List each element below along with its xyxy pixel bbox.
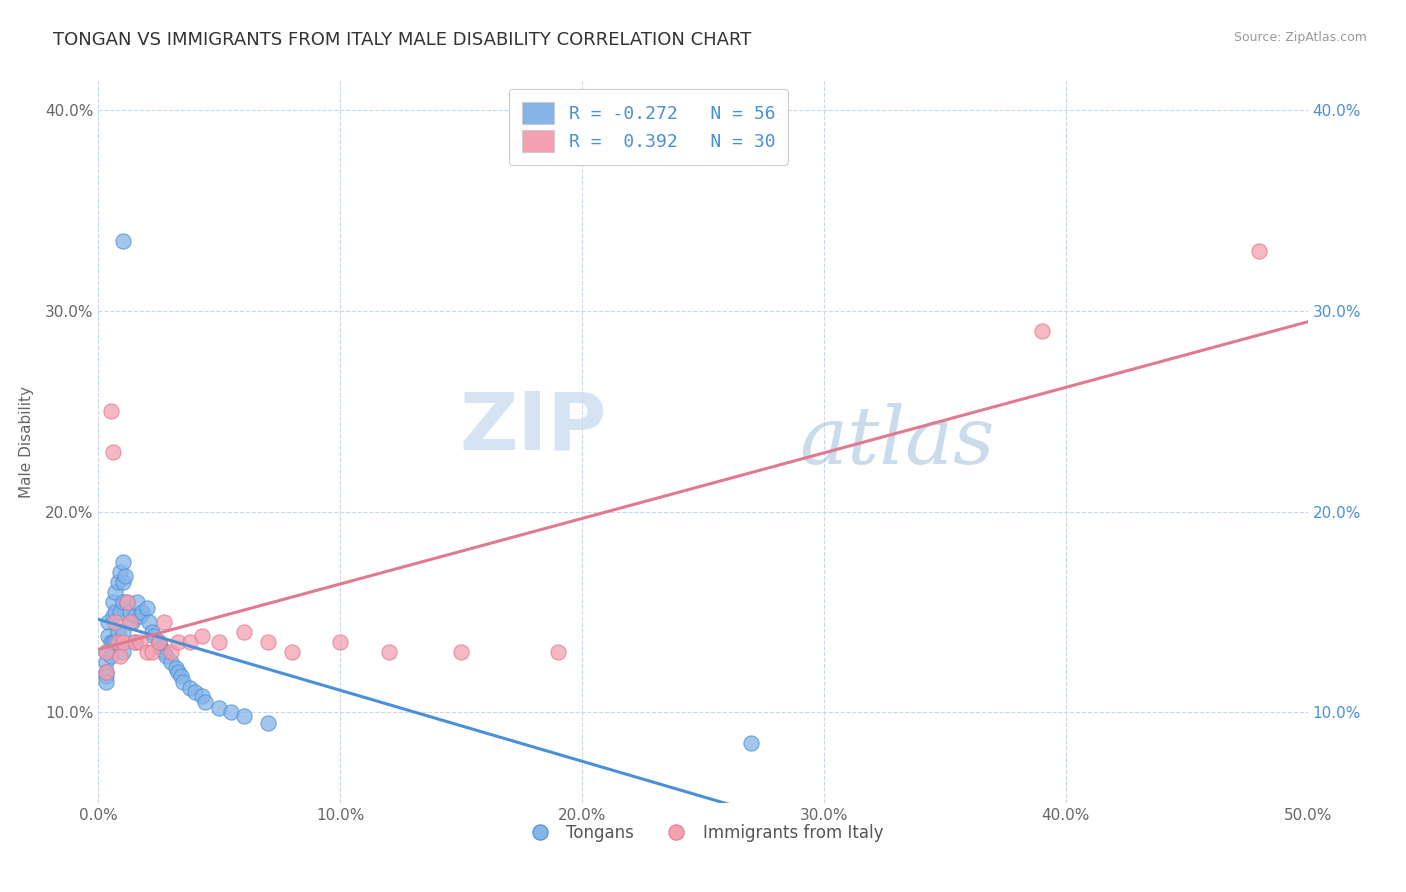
Point [179, 635, 201, 649]
Point [118, 615, 141, 630]
Point [101, 609, 124, 624]
Point [377, 645, 399, 659]
Point [100, 649, 122, 664]
Point [114, 569, 136, 583]
Point [208, 701, 231, 715]
Point [148, 635, 170, 649]
Legend: Tongans, Immigrants from Italy: Tongans, Immigrants from Italy [516, 817, 890, 848]
Point [100, 635, 122, 649]
Point [107, 635, 129, 649]
Point [152, 645, 174, 659]
Point [127, 595, 149, 609]
Point [97, 629, 120, 643]
Point [108, 649, 131, 664]
Text: atlas: atlas [800, 403, 995, 480]
Text: Source: ZipAtlas.com: Source: ZipAtlas.com [1233, 31, 1367, 45]
Point [281, 645, 304, 659]
Y-axis label: Male Disability: Male Disability [18, 385, 34, 498]
Point [160, 645, 183, 659]
Point [94, 655, 117, 669]
Point [107, 625, 129, 640]
Point [111, 635, 134, 649]
Text: TONGAN VS IMMIGRANTS FROM ITALY MALE DISABILITY CORRELATION CHART: TONGAN VS IMMIGRANTS FROM ITALY MALE DIS… [53, 31, 752, 49]
Point [1249, 244, 1271, 258]
Point [117, 595, 139, 609]
Point [135, 601, 157, 615]
Point [155, 649, 177, 664]
Point [117, 595, 139, 609]
Point [104, 615, 127, 630]
Point [143, 629, 166, 643]
Point [152, 615, 174, 630]
Point [232, 625, 254, 640]
Point [167, 665, 190, 680]
Point [111, 555, 134, 569]
Text: ZIP: ZIP [458, 388, 606, 467]
Point [104, 605, 127, 619]
Point [128, 609, 150, 624]
Point [135, 645, 157, 659]
Point [111, 645, 134, 659]
Point [169, 669, 191, 683]
Point [124, 609, 146, 624]
Point [547, 645, 569, 659]
Point [329, 635, 352, 649]
Point [184, 685, 207, 699]
Point [111, 574, 134, 589]
Point [108, 605, 131, 619]
Point [450, 645, 472, 659]
Point [94, 645, 117, 659]
Point [148, 635, 170, 649]
Point [104, 635, 127, 649]
Point [150, 641, 173, 656]
Point [108, 565, 131, 579]
Point [121, 615, 143, 630]
Point [97, 615, 120, 630]
Point [100, 404, 122, 418]
Point [165, 661, 187, 675]
Point [1031, 324, 1053, 338]
Point [101, 635, 124, 649]
Point [256, 635, 278, 649]
Point [131, 605, 153, 619]
Point [111, 625, 134, 640]
Point [124, 635, 146, 649]
Point [128, 635, 150, 649]
Point [101, 444, 124, 458]
Point [124, 635, 146, 649]
Point [94, 675, 117, 690]
Point [118, 605, 141, 619]
Point [94, 665, 117, 680]
Point [221, 706, 243, 720]
Point [167, 635, 190, 649]
Point [94, 645, 117, 659]
Point [111, 595, 134, 609]
Point [179, 681, 201, 696]
Point [191, 690, 214, 704]
Point [160, 655, 183, 669]
Point [172, 675, 194, 690]
Point [256, 715, 278, 730]
Point [138, 615, 160, 630]
Point [94, 669, 117, 683]
Point [101, 595, 124, 609]
Point [141, 645, 163, 659]
Point [111, 234, 134, 248]
Point [232, 709, 254, 723]
Point [191, 629, 214, 643]
Point [141, 625, 163, 640]
Point [194, 696, 217, 710]
Point [208, 635, 231, 649]
Point [740, 735, 762, 749]
Point [107, 574, 129, 589]
Point [104, 585, 127, 599]
Point [94, 665, 117, 680]
